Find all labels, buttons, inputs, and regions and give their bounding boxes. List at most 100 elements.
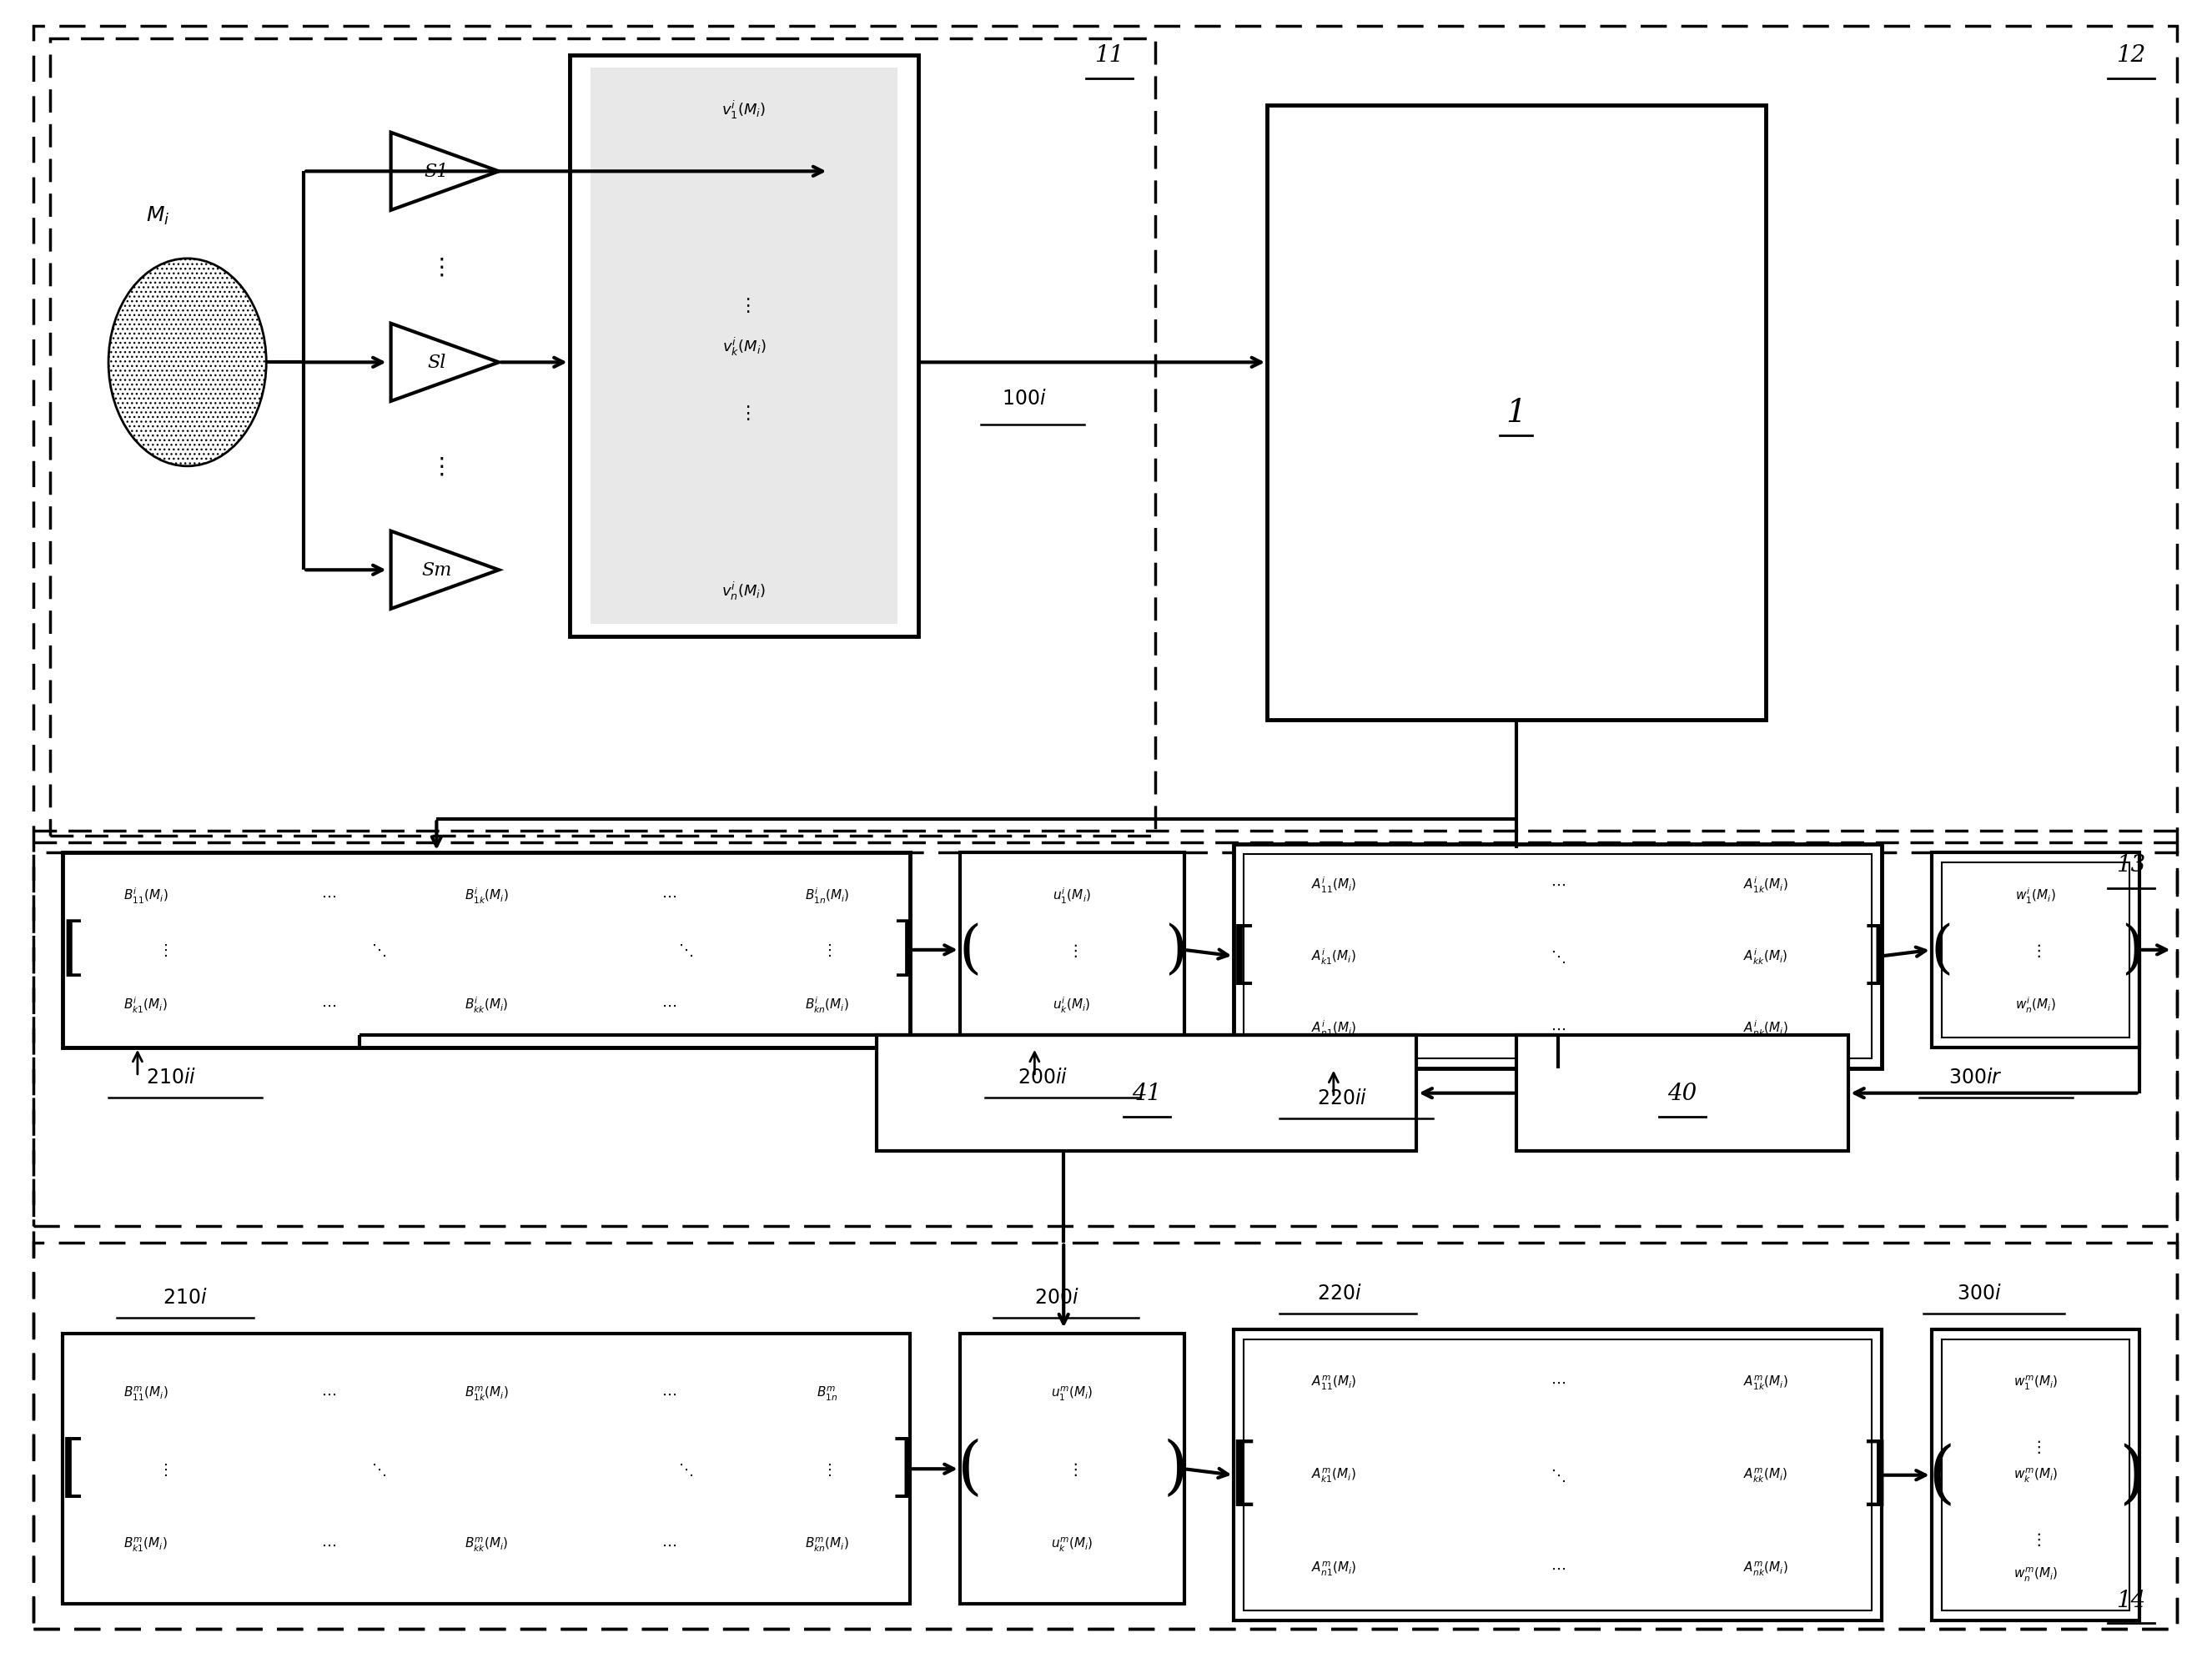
Text: $\vdots$: $\vdots$ [2031, 942, 2042, 959]
Bar [568, 56, 918, 636]
Polygon shape [392, 532, 500, 610]
Text: $220i$: $220i$ [1316, 1283, 1363, 1303]
Text: Sm: Sm [420, 562, 451, 580]
Text: $B_{k1}^i(M_i)$: $B_{k1}^i(M_i)$ [124, 995, 168, 1015]
Text: $A_{11}^i(M_i)$: $A_{11}^i(M_i)$ [1312, 874, 1356, 894]
Text: $\vdots$: $\vdots$ [739, 403, 750, 422]
Text: $220ii$: $220ii$ [1316, 1088, 1367, 1108]
Text: $A_{1k}^m(M_i)$: $A_{1k}^m(M_i)$ [1743, 1374, 1787, 1392]
Ellipse shape [108, 260, 265, 466]
Text: ]: ] [1863, 922, 1889, 990]
Bar [33, 853, 2177, 1227]
Bar [876, 1035, 1416, 1152]
Text: $\cdots$: $\cdots$ [1551, 1375, 1566, 1390]
Text: $u_1^i(M_i)$: $u_1^i(M_i)$ [1053, 886, 1091, 906]
Bar [1234, 1331, 1882, 1620]
Text: $v_k^i(M_i)$: $v_k^i(M_i)$ [721, 336, 765, 357]
Text: $\vdots$: $\vdots$ [1066, 1461, 1077, 1478]
Text: $A_{k1}^m(M_i)$: $A_{k1}^m(M_i)$ [1312, 1466, 1356, 1484]
Text: $\vdots$: $\vdots$ [823, 1461, 832, 1476]
Text: $B_{kk}^i(M_i)$: $B_{kk}^i(M_i)$ [465, 995, 509, 1015]
Text: ): ) [1164, 922, 1188, 979]
Text: $\vdots$: $\vdots$ [429, 455, 445, 478]
Text: ): ) [2119, 1441, 2146, 1509]
Text: $v_1^i(M_i)$: $v_1^i(M_i)$ [721, 99, 765, 121]
Text: [: [ [60, 919, 86, 980]
Bar [1942, 863, 2130, 1038]
Text: $\vdots$: $\vdots$ [739, 296, 750, 314]
Text: $\vdots$: $\vdots$ [823, 942, 832, 959]
Text: ): ) [2121, 922, 2143, 979]
Text: (: ( [958, 922, 982, 979]
Bar [62, 1334, 909, 1603]
Text: $\ddots$: $\ddots$ [372, 1461, 385, 1476]
Bar [33, 1243, 2177, 1628]
Bar [1931, 853, 2139, 1048]
Bar [1515, 1035, 1849, 1152]
Text: 14: 14 [2117, 1589, 2146, 1612]
Bar [1931, 1331, 2139, 1620]
Text: 41: 41 [1133, 1083, 1161, 1104]
Text: $B_{1n}^i(M_i)$: $B_{1n}^i(M_i)$ [805, 886, 849, 906]
Bar [591, 68, 898, 625]
Text: $B_{1k}^i(M_i)$: $B_{1k}^i(M_i)$ [465, 886, 509, 906]
Text: $w_n^i(M_i)$: $w_n^i(M_i)$ [2015, 995, 2055, 1015]
Text: $B_{11}^m(M_i)$: $B_{11}^m(M_i)$ [124, 1385, 168, 1402]
Text: 13: 13 [2117, 855, 2146, 876]
Text: $\ddots$: $\ddots$ [679, 942, 692, 959]
Text: [: [ [1230, 1438, 1259, 1511]
Text: $A_{kk}^i(M_i)$: $A_{kk}^i(M_i)$ [1743, 947, 1787, 965]
Bar [1267, 106, 1765, 719]
Text: $\ddots$: $\ddots$ [679, 1461, 692, 1476]
Text: $300i$: $300i$ [1958, 1283, 2002, 1303]
Text: $\vdots$: $\vdots$ [2031, 1438, 2042, 1455]
Bar [960, 1334, 1183, 1603]
Bar [1234, 845, 1882, 1068]
Text: $\cdots$: $\cdots$ [661, 1385, 677, 1402]
Text: $A_{n1}^i(M_i)$: $A_{n1}^i(M_i)$ [1312, 1018, 1356, 1038]
Text: $\ddots$: $\ddots$ [1551, 949, 1566, 964]
Text: $200ii$: $200ii$ [1018, 1068, 1068, 1086]
Text: $A_{1k}^i(M_i)$: $A_{1k}^i(M_i)$ [1743, 874, 1787, 894]
Text: (: ( [1931, 922, 1953, 979]
Text: $\cdots$: $\cdots$ [661, 888, 677, 903]
Text: ]: ] [889, 1436, 916, 1503]
Text: Sl: Sl [427, 354, 447, 372]
Text: $u_k^i(M_i)$: $u_k^i(M_i)$ [1053, 995, 1091, 1015]
Text: $A_{nk}^i(M_i)$: $A_{nk}^i(M_i)$ [1743, 1018, 1787, 1038]
Text: $\cdots$: $\cdots$ [661, 1537, 677, 1552]
Text: $210ii$: $210ii$ [146, 1068, 197, 1086]
Text: $B_{k1}^m(M_i)$: $B_{k1}^m(M_i)$ [124, 1536, 168, 1554]
Text: (: ( [958, 1438, 982, 1499]
Text: $A_{11}^m(M_i)$: $A_{11}^m(M_i)$ [1312, 1374, 1356, 1392]
Text: 40: 40 [1668, 1083, 1697, 1104]
Text: ]: ] [1860, 1438, 1889, 1511]
Polygon shape [392, 134, 500, 212]
Text: $u_1^m(M_i)$: $u_1^m(M_i)$ [1051, 1385, 1093, 1402]
Text: $\cdots$: $\cdots$ [321, 1537, 336, 1552]
Bar [1243, 1341, 1871, 1610]
Text: $B_{kk}^m(M_i)$: $B_{kk}^m(M_i)$ [465, 1536, 509, 1554]
Text: 11: 11 [1095, 45, 1124, 68]
Text: ]: ] [891, 919, 916, 980]
Text: $\ddots$: $\ddots$ [1551, 1468, 1566, 1483]
Text: $v_n^i(M_i)$: $v_n^i(M_i)$ [721, 580, 765, 602]
Text: 1: 1 [1506, 397, 1526, 428]
Text: $A_{n1}^m(M_i)$: $A_{n1}^m(M_i)$ [1312, 1559, 1356, 1577]
Bar [62, 853, 909, 1048]
Text: $B_{kn}^m(M_i)$: $B_{kn}^m(M_i)$ [805, 1536, 849, 1554]
Text: $w_1^i(M_i)$: $w_1^i(M_i)$ [2015, 886, 2055, 906]
Text: $210i$: $210i$ [161, 1288, 208, 1308]
Text: $\cdots$: $\cdots$ [661, 997, 677, 1012]
Text: $\cdots$: $\cdots$ [1551, 1560, 1566, 1575]
Text: $M_i$: $M_i$ [146, 205, 170, 226]
Text: $B_{1k}^m(M_i)$: $B_{1k}^m(M_i)$ [465, 1385, 509, 1402]
Text: $A_{kk}^m(M_i)$: $A_{kk}^m(M_i)$ [1743, 1466, 1787, 1484]
Text: $A_{nk}^m(M_i)$: $A_{nk}^m(M_i)$ [1743, 1559, 1787, 1577]
Text: $\cdots$: $\cdots$ [1551, 1020, 1566, 1036]
Text: (: ( [1929, 1441, 1955, 1509]
Bar [1942, 1341, 2130, 1610]
Text: $\vdots$: $\vdots$ [429, 256, 445, 279]
Text: $B_{11}^i(M_i)$: $B_{11}^i(M_i)$ [124, 886, 168, 906]
Text: 12: 12 [2117, 45, 2146, 68]
